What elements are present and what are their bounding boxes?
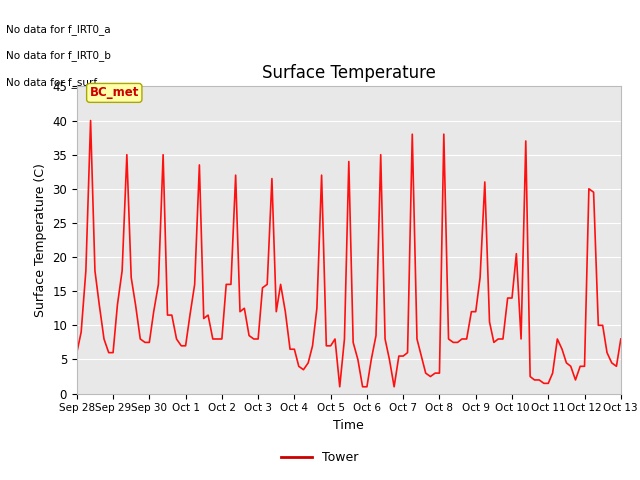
- X-axis label: Time: Time: [333, 419, 364, 432]
- Y-axis label: Surface Temperature (C): Surface Temperature (C): [34, 163, 47, 317]
- Legend: Tower: Tower: [276, 446, 364, 469]
- Text: No data for f_IRT0_b: No data for f_IRT0_b: [6, 50, 111, 61]
- Text: BC_met: BC_met: [90, 86, 139, 99]
- Text: No data for f_IRT0_a: No data for f_IRT0_a: [6, 24, 111, 35]
- Title: Surface Temperature: Surface Temperature: [262, 64, 436, 82]
- Text: No data for f_surf: No data for f_surf: [6, 77, 97, 88]
